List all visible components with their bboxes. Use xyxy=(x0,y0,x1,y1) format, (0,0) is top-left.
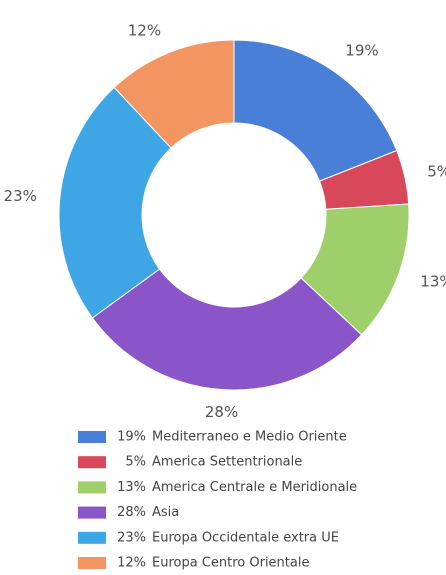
legend-label: Europa Occidentale extra UE xyxy=(152,530,339,545)
legend-value: 28% xyxy=(117,505,146,520)
legend-value: 13% xyxy=(117,480,146,495)
legend-label: Mediterraneo e Medio Oriente xyxy=(152,430,347,445)
legend-label: America Settentrionale xyxy=(152,455,302,470)
legend-swatch xyxy=(78,557,106,569)
legend-swatch xyxy=(78,431,106,443)
data-label: 12% xyxy=(128,21,161,39)
legend-swatch xyxy=(78,481,106,494)
data-label: 19% xyxy=(345,42,378,60)
legend-label: America Centrale e Meridionale xyxy=(152,480,357,495)
legend-value: 12% xyxy=(117,556,146,571)
legend-swatch xyxy=(78,456,106,469)
data-label: 13% xyxy=(420,273,446,291)
donut-slice xyxy=(58,86,172,319)
donut-slice xyxy=(113,39,235,149)
donut-slice xyxy=(91,268,363,391)
data-label: 28% xyxy=(205,403,238,421)
legend-value: 19% xyxy=(117,430,146,445)
data-label: 23% xyxy=(4,187,37,205)
donut-slice xyxy=(233,39,398,182)
legend-swatch xyxy=(78,506,106,519)
legend-value: 23% xyxy=(117,530,146,545)
legend-value: 5% xyxy=(125,455,146,470)
data-label: 5% xyxy=(427,162,446,180)
legend-swatch xyxy=(78,531,106,544)
legend-label: Asia xyxy=(152,505,179,520)
legend-label: Europa Centro Orientale xyxy=(152,556,309,571)
